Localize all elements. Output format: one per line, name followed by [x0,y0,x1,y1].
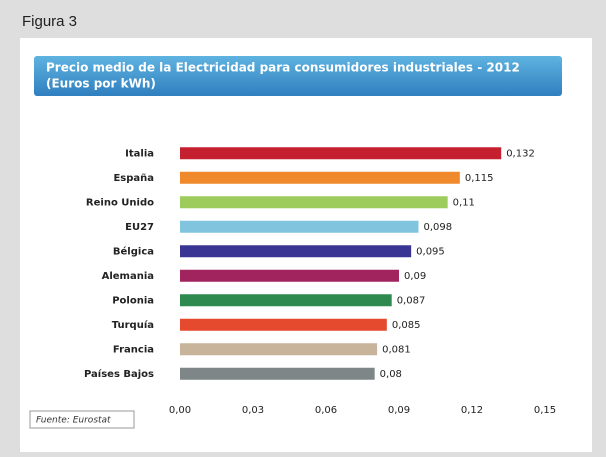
panel [20,38,592,452]
value-label: 0,098 [423,222,452,233]
y-tick-label: Francia [113,344,154,355]
y-tick-label: Reino Unido [86,197,154,208]
y-tick-label: EU27 [125,222,154,233]
bar [180,196,448,209]
bar [180,343,378,356]
y-tick-label: Polonia [112,295,154,306]
bar [180,220,419,233]
x-tick-label: 0,09 [388,405,410,416]
x-tick-label: 0,12 [461,405,483,416]
bar [180,367,375,380]
figure-label: Figura 3 [22,13,77,30]
value-label: 0,115 [465,173,494,184]
source: Fuente: Eurostat [36,416,111,426]
title-banner [34,56,562,96]
value-label: 0,09 [404,271,426,282]
bar [180,147,502,160]
value-label: 0,087 [397,295,426,306]
value-label: 0,132 [506,148,535,159]
value-label: 0,095 [416,246,445,257]
y-tick-label: Italia [125,148,154,159]
y-tick-label: Alemania [102,271,154,282]
chart-subtitle: (Euros por kWh) [46,77,156,91]
bar [180,269,399,282]
y-tick-label: España [113,173,154,184]
bar [180,245,412,258]
bar [180,171,460,184]
x-tick-label: 0,03 [242,405,264,416]
value-label: 0,085 [392,320,421,331]
bar [180,318,387,331]
x-tick-label: 0,00 [169,405,191,416]
y-tick-label: Países Bajos [84,368,154,380]
value-label: 0,11 [453,197,475,208]
source-box [29,410,135,429]
x-tick-label: 0,06 [315,405,337,416]
y-tick-label: Turquía [112,319,154,331]
y-tick-label: Bélgica [113,245,154,257]
value-label: 0,081 [382,344,411,355]
bar [180,294,392,307]
value-label: 0,08 [380,369,402,380]
chart-title: Precio medio de la Electricidad para con… [46,61,520,75]
x-tick-label: 0,15 [534,405,556,416]
